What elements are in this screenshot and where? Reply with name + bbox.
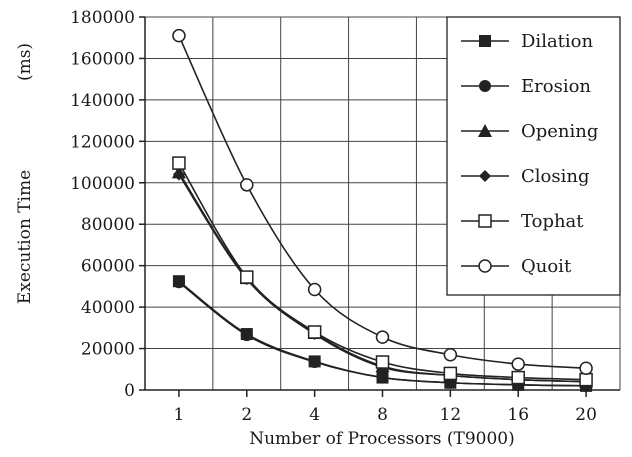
y-tick-label: 180000: [70, 8, 135, 28]
data-point-tophat: [511, 370, 525, 385]
data-point-quoit: [579, 361, 593, 375]
y-tick-label: 140000: [70, 91, 135, 111]
y-tick-label: 40000: [81, 298, 135, 318]
data-point-tophat: [579, 372, 593, 387]
legend-box: [446, 16, 621, 296]
y-tick-label: 20000: [81, 340, 135, 360]
x-tick-label: 8: [377, 405, 388, 425]
legend-label-erosion: Erosion: [521, 76, 591, 97]
data-point-quoit: [307, 282, 322, 297]
y-tick-label: 60000: [81, 257, 135, 277]
y-tick-label: 100000: [70, 174, 135, 194]
legend: Dilation Erosion Opening Closing Tophat Quoit: [446, 16, 621, 296]
x-tick-label: 2: [241, 405, 252, 425]
legend-label-dilation: Dilation: [521, 31, 594, 52]
y-tick-label: 80000: [81, 215, 135, 235]
legend-label-opening: Opening: [521, 121, 598, 142]
data-point-quoit: [443, 348, 458, 362]
data-point-tophat: [375, 355, 390, 369]
y-tick-label: 0: [124, 381, 135, 401]
data-point-tophat: [172, 156, 186, 170]
data-point-erosion: [376, 371, 389, 384]
data-point-quoit: [172, 28, 186, 43]
x-tick-label: 12: [440, 405, 462, 425]
data-point-quoit: [240, 178, 254, 192]
legend-marker-erosion: [479, 80, 491, 92]
data-point-erosion: [172, 276, 185, 289]
legend-marker-tophat: [478, 214, 492, 228]
y-tick-label: 120000: [70, 132, 135, 152]
data-point-tophat: [307, 325, 322, 339]
axes: 0 20000 40000 60000 80000 100000 120000 140000 1…: [70, 8, 620, 425]
legend-label-closing: Closing: [521, 166, 589, 187]
legend-label-quoit: Quoit: [521, 256, 572, 277]
x-tick-label: 4: [309, 405, 320, 425]
data-point-tophat: [240, 270, 254, 284]
x-tick-label: 16: [507, 405, 529, 425]
y-tick-label: 160000: [70, 49, 135, 69]
data-point-tophat: [443, 366, 458, 381]
x-axis-label: Number of Processors (T9000): [249, 429, 515, 449]
data-point-erosion: [240, 329, 253, 342]
legend-marker-closing: [479, 170, 491, 182]
series-layer: [171, 28, 594, 392]
legend-label-tophat: Tophat: [521, 211, 584, 232]
legend-marker-quoit: [478, 259, 492, 273]
legend-marker-dilation: [479, 35, 491, 47]
x-tick-label: 1: [174, 405, 185, 425]
data-point-quoit: [511, 357, 525, 371]
x-tick-label: 20: [575, 405, 597, 425]
data-point-erosion: [308, 356, 321, 369]
data-point-quoit: [375, 330, 390, 344]
legend-marker-opening: [478, 124, 492, 137]
y-unit-label: (ms): [15, 43, 35, 81]
data-point-closing: [172, 168, 185, 181]
y-axis-label: Execution Time: [15, 170, 35, 304]
